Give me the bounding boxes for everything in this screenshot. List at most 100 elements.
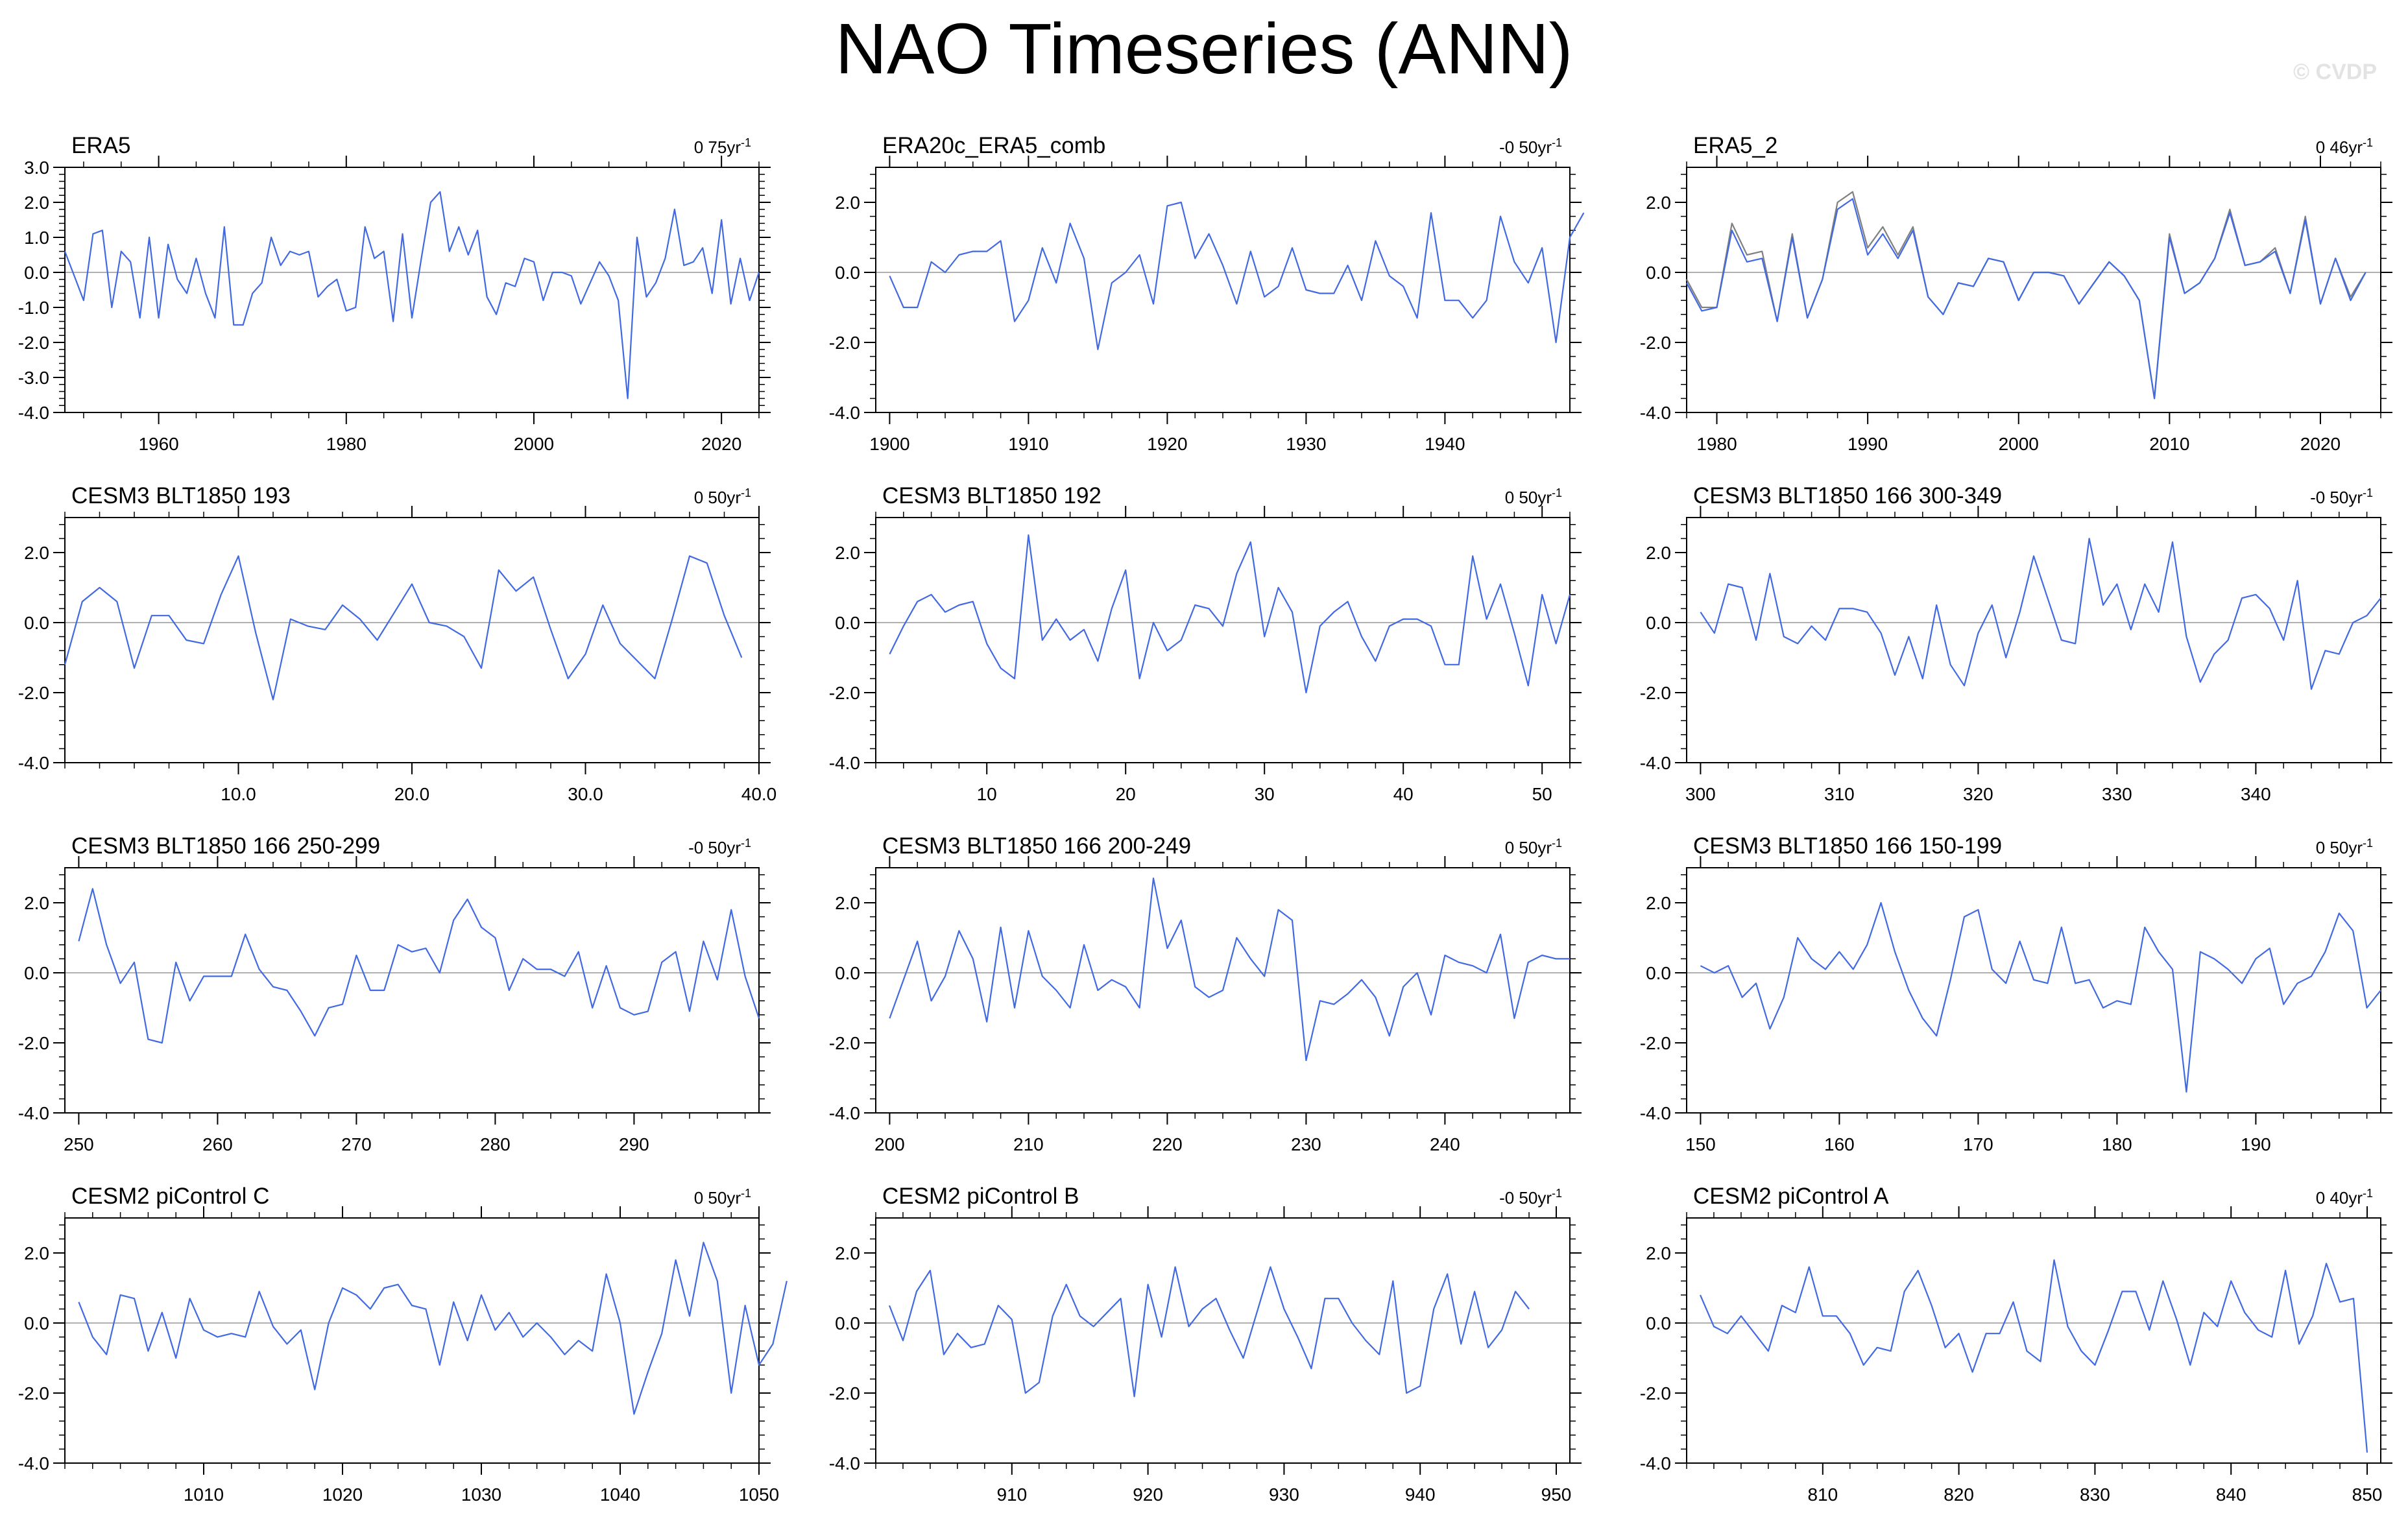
figure-title: NAO Timeseries (ANN) bbox=[835, 9, 1573, 89]
x-tick-label: 300 bbox=[1685, 784, 1716, 804]
panel-title: CESM3 BLT1850 192 bbox=[882, 483, 1102, 508]
plot-frame bbox=[1686, 867, 2381, 1114]
trend-label: -0 50yr-1 bbox=[1499, 136, 1562, 157]
plot-frame bbox=[875, 517, 1571, 763]
y-tick-label: 0.0 bbox=[24, 613, 49, 633]
y-tick-label: -2.0 bbox=[18, 1383, 49, 1403]
x-tick-label: 830 bbox=[2080, 1484, 2110, 1505]
panel-10: CESM2 piControl B -0 50yr-1 -4.0 -2.0 0.0 2.0… bbox=[829, 1184, 1582, 1505]
x-tick-label: 190 bbox=[2241, 1134, 2271, 1154]
y-tick-label: -2.0 bbox=[18, 333, 49, 353]
panel-title: ERA5 bbox=[71, 133, 130, 158]
panel-title: CESM3 BLT1850 193 bbox=[71, 483, 291, 508]
panel-1: ERA20c_ERA5_comb -0 50yr-1 -4.0 -2.0 0.0 2.0 1… bbox=[829, 133, 1585, 454]
y-tick-label: 0.0 bbox=[1646, 963, 1671, 983]
y-tick-label: -2.0 bbox=[1640, 333, 1671, 353]
series-line-0 bbox=[1686, 191, 2366, 399]
y-tick-label: 2.0 bbox=[1646, 193, 1671, 213]
panel-title: CESM3 BLT1850 166 200-249 bbox=[882, 833, 1191, 859]
y-tick-label: 3.0 bbox=[24, 158, 49, 178]
x-tick-label: 250 bbox=[64, 1134, 94, 1154]
y-tick-label: 0.0 bbox=[24, 263, 49, 283]
x-tick-label: 840 bbox=[2216, 1484, 2246, 1505]
y-tick-label: -3.0 bbox=[18, 368, 49, 388]
y-tick-label: -2.0 bbox=[1640, 683, 1671, 703]
x-tick-label: 1030 bbox=[461, 1484, 501, 1505]
panel-9: CESM2 piControl C 0 50yr-1 -4.0 -2.0 0.0 2.0 1… bbox=[18, 1184, 788, 1505]
y-tick-label: 2.0 bbox=[24, 193, 49, 213]
x-tick-label: 920 bbox=[1133, 1484, 1163, 1505]
panel-title: ERA5_2 bbox=[1693, 133, 1777, 158]
x-tick-label: 240 bbox=[1430, 1134, 1460, 1154]
panel-title: CESM2 piControl C bbox=[71, 1184, 269, 1209]
series-line-0 bbox=[64, 555, 743, 700]
x-tick-label: 340 bbox=[2241, 784, 2271, 804]
panel-title: CESM3 BLT1850 166 300-349 bbox=[1693, 483, 2002, 508]
x-tick-label: 30 bbox=[1255, 784, 1275, 804]
y-tick-label: 0.0 bbox=[835, 613, 860, 633]
x-tick-label: 1980 bbox=[1696, 434, 1737, 454]
panel-title: CESM3 BLT1850 166 250-299 bbox=[71, 833, 380, 859]
y-tick-label: 0.0 bbox=[1646, 1313, 1671, 1333]
x-tick-label: 1960 bbox=[138, 434, 178, 454]
trend-label: 0 46yr-1 bbox=[2316, 136, 2373, 157]
x-tick-label: 810 bbox=[1807, 1484, 1838, 1505]
trend-label: 0 50yr-1 bbox=[694, 486, 751, 507]
y-tick-label: -4.0 bbox=[18, 753, 49, 773]
x-tick-label: 1040 bbox=[600, 1484, 640, 1505]
y-tick-label: 0.0 bbox=[1646, 613, 1671, 633]
y-tick-label: -4.0 bbox=[829, 1453, 860, 1473]
y-tick-label: -4.0 bbox=[1640, 403, 1671, 423]
y-tick-label: 2.0 bbox=[835, 543, 860, 563]
x-tick-label: 50 bbox=[1532, 784, 1552, 804]
panel-title: CESM2 piControl B bbox=[882, 1184, 1079, 1209]
y-tick-label: 0.0 bbox=[835, 263, 860, 283]
x-tick-label: 2000 bbox=[514, 434, 554, 454]
y-tick-label: 0.0 bbox=[1646, 263, 1671, 283]
plot-frame bbox=[875, 167, 1571, 413]
x-tick-label: 2010 bbox=[2149, 434, 2189, 454]
x-tick-label: 330 bbox=[2102, 784, 2132, 804]
y-tick-label: -2.0 bbox=[829, 683, 860, 703]
y-tick-label: -4.0 bbox=[1640, 1103, 1671, 1123]
x-tick-label: 940 bbox=[1405, 1484, 1436, 1505]
x-tick-label: 30.0 bbox=[568, 784, 603, 804]
panel-0: ERA5 0 75yr-1 -4.0 -3.0 -2.0 -1.0 0.0 1.0 2.0 3.0… bbox=[18, 133, 771, 454]
panel-11: CESM2 piControl A 0 40yr-1 -4.0 -2.0 0.0 2.0 8… bbox=[1640, 1184, 2392, 1505]
x-tick-label: 280 bbox=[480, 1134, 511, 1154]
y-tick-label: -2.0 bbox=[18, 683, 49, 703]
x-tick-label: 2020 bbox=[2300, 434, 2341, 454]
x-tick-label: 2020 bbox=[701, 434, 741, 454]
x-tick-label: 270 bbox=[341, 1134, 372, 1154]
x-tick-label: 1920 bbox=[1147, 434, 1187, 454]
panel-5: CESM3 BLT1850 166 300-349 -0 50yr-1 -4.0 -2… bbox=[1640, 483, 2392, 804]
series-line-0 bbox=[78, 1241, 788, 1415]
x-tick-label: 1010 bbox=[184, 1484, 224, 1505]
x-tick-label: 1900 bbox=[869, 434, 909, 454]
series-line-0 bbox=[1700, 901, 2381, 1093]
series-line-0 bbox=[1699, 1259, 2368, 1453]
x-tick-label: 310 bbox=[1824, 784, 1855, 804]
plot-frame bbox=[1686, 1217, 2381, 1464]
panel-title: ERA20c_ERA5_comb bbox=[882, 133, 1105, 158]
y-tick-label: -2.0 bbox=[1640, 1033, 1671, 1053]
y-tick-label: 0.0 bbox=[835, 1313, 860, 1333]
y-tick-label: 2.0 bbox=[1646, 543, 1671, 563]
x-tick-label: 1980 bbox=[326, 434, 367, 454]
x-tick-label: 260 bbox=[202, 1134, 233, 1154]
panel-title: CESM2 piControl A bbox=[1693, 1184, 1889, 1209]
y-tick-label: 2.0 bbox=[24, 893, 49, 913]
x-tick-label: 1910 bbox=[1008, 434, 1048, 454]
y-tick-label: 2.0 bbox=[24, 543, 49, 563]
y-tick-label: 2.0 bbox=[1646, 1243, 1671, 1263]
x-tick-label: 220 bbox=[1152, 1134, 1183, 1154]
y-tick-label: 0.0 bbox=[835, 963, 860, 983]
panel-3: CESM3 BLT1850 193 0 50yr-1 -4.0 -2.0 0.0 2.0 1… bbox=[18, 483, 777, 804]
y-tick-label: -2.0 bbox=[829, 1383, 860, 1403]
x-tick-label: 10.0 bbox=[221, 784, 256, 804]
y-tick-label: 1.0 bbox=[24, 228, 49, 248]
x-tick-label: 930 bbox=[1269, 1484, 1299, 1505]
series-line-0 bbox=[889, 534, 1571, 694]
y-tick-label: -2.0 bbox=[829, 333, 860, 353]
x-tick-label: 150 bbox=[1685, 1134, 1716, 1154]
